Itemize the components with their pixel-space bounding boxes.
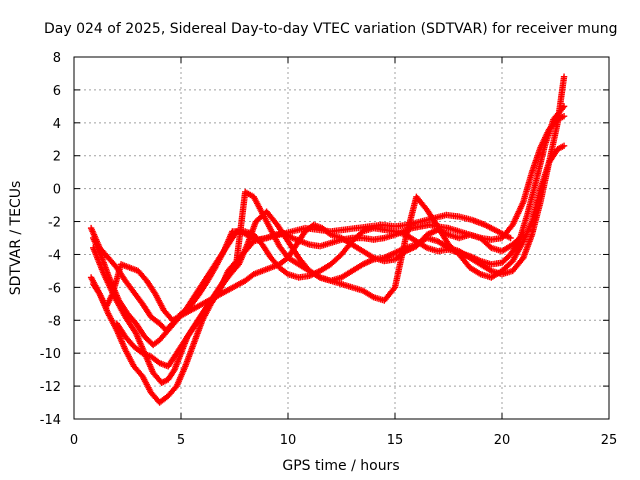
y-tick-label: -10 (40, 347, 61, 362)
y-tick-label: -14 (40, 413, 61, 428)
data-point (283, 269, 290, 277)
x-tick-label: 5 (177, 433, 185, 448)
y-tick-label: 6 (53, 84, 61, 99)
x-tick-labels: 0 5 10 15 20 25 (70, 433, 617, 448)
x-tick-label: 10 (280, 433, 297, 448)
y-tick-label: -12 (40, 380, 61, 395)
series-6 (113, 211, 514, 370)
series-4 (87, 142, 568, 406)
data-point (560, 142, 568, 150)
y-tick-label: 2 (53, 150, 61, 165)
y-tick-label: 4 (53, 117, 61, 132)
x-axis-label: GPS time / hours (282, 458, 399, 474)
data-point (560, 113, 568, 120)
data-point (520, 231, 527, 238)
y-tick-label: 0 (53, 183, 61, 198)
data-marks (87, 73, 568, 406)
data-point (518, 232, 526, 240)
data-point (507, 234, 514, 242)
y-tick-labels: -14 -12 -10 -8 -6 -4 -2 0 2 4 6 8 (40, 51, 61, 428)
y-tick-label: -2 (48, 216, 61, 231)
chart-title: Day 024 of 2025, Sidereal Day-to-day VTE… (44, 21, 618, 37)
x-tick-label: 15 (387, 433, 404, 448)
y-tick-label: -6 (48, 281, 61, 296)
data-point (560, 73, 568, 80)
y-tick-label: 8 (53, 51, 61, 66)
series-5 (90, 221, 527, 324)
y-tick-label: -8 (48, 314, 61, 329)
x-tick-label: 20 (494, 433, 511, 448)
x-tick-label: 0 (70, 433, 78, 448)
y-tick-label: -4 (48, 248, 61, 263)
y-axis-label: SDTVAR / TECUs (8, 181, 24, 296)
axis-ticks (73, 56, 610, 420)
series-2 (90, 103, 568, 349)
x-tick-label: 25 (601, 433, 618, 448)
plot-frame (73, 56, 610, 420)
grid (74, 57, 609, 419)
